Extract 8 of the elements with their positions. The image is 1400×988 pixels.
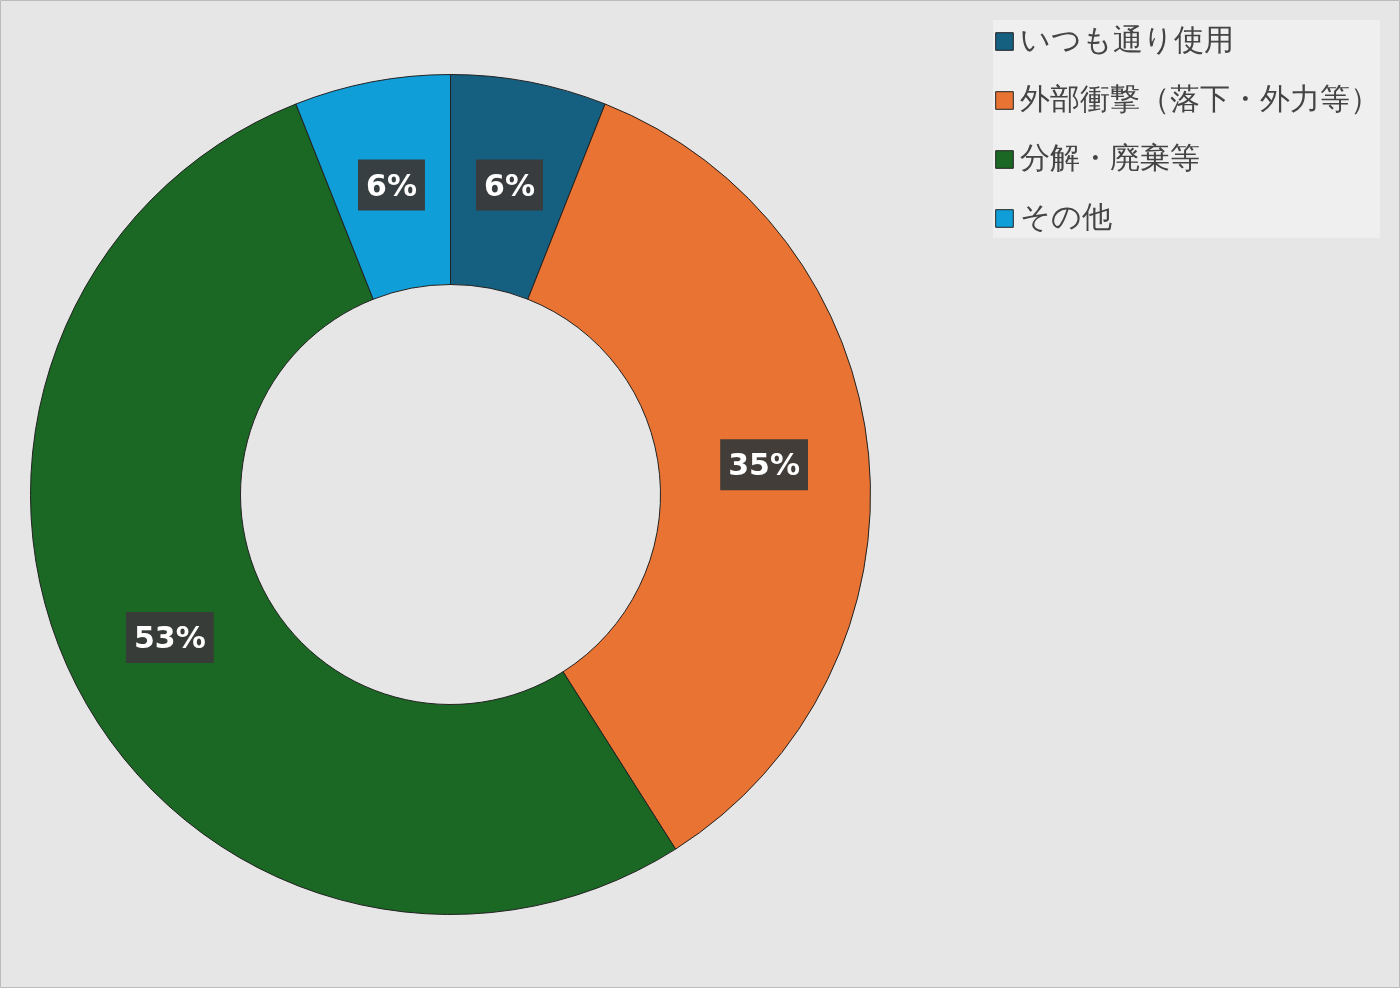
data-label: 6%	[366, 167, 417, 203]
legend-label: 分解・廃棄等	[1020, 139, 1200, 177]
legend-label: 外部衝撃（落下・外力等）	[1020, 80, 1380, 118]
legend-label: いつも通り使用	[1020, 21, 1234, 59]
data-label: 6%	[484, 167, 535, 203]
data-label: 35%	[728, 447, 801, 483]
legend-label: その他	[1020, 198, 1112, 236]
data-label: 53%	[133, 620, 206, 656]
